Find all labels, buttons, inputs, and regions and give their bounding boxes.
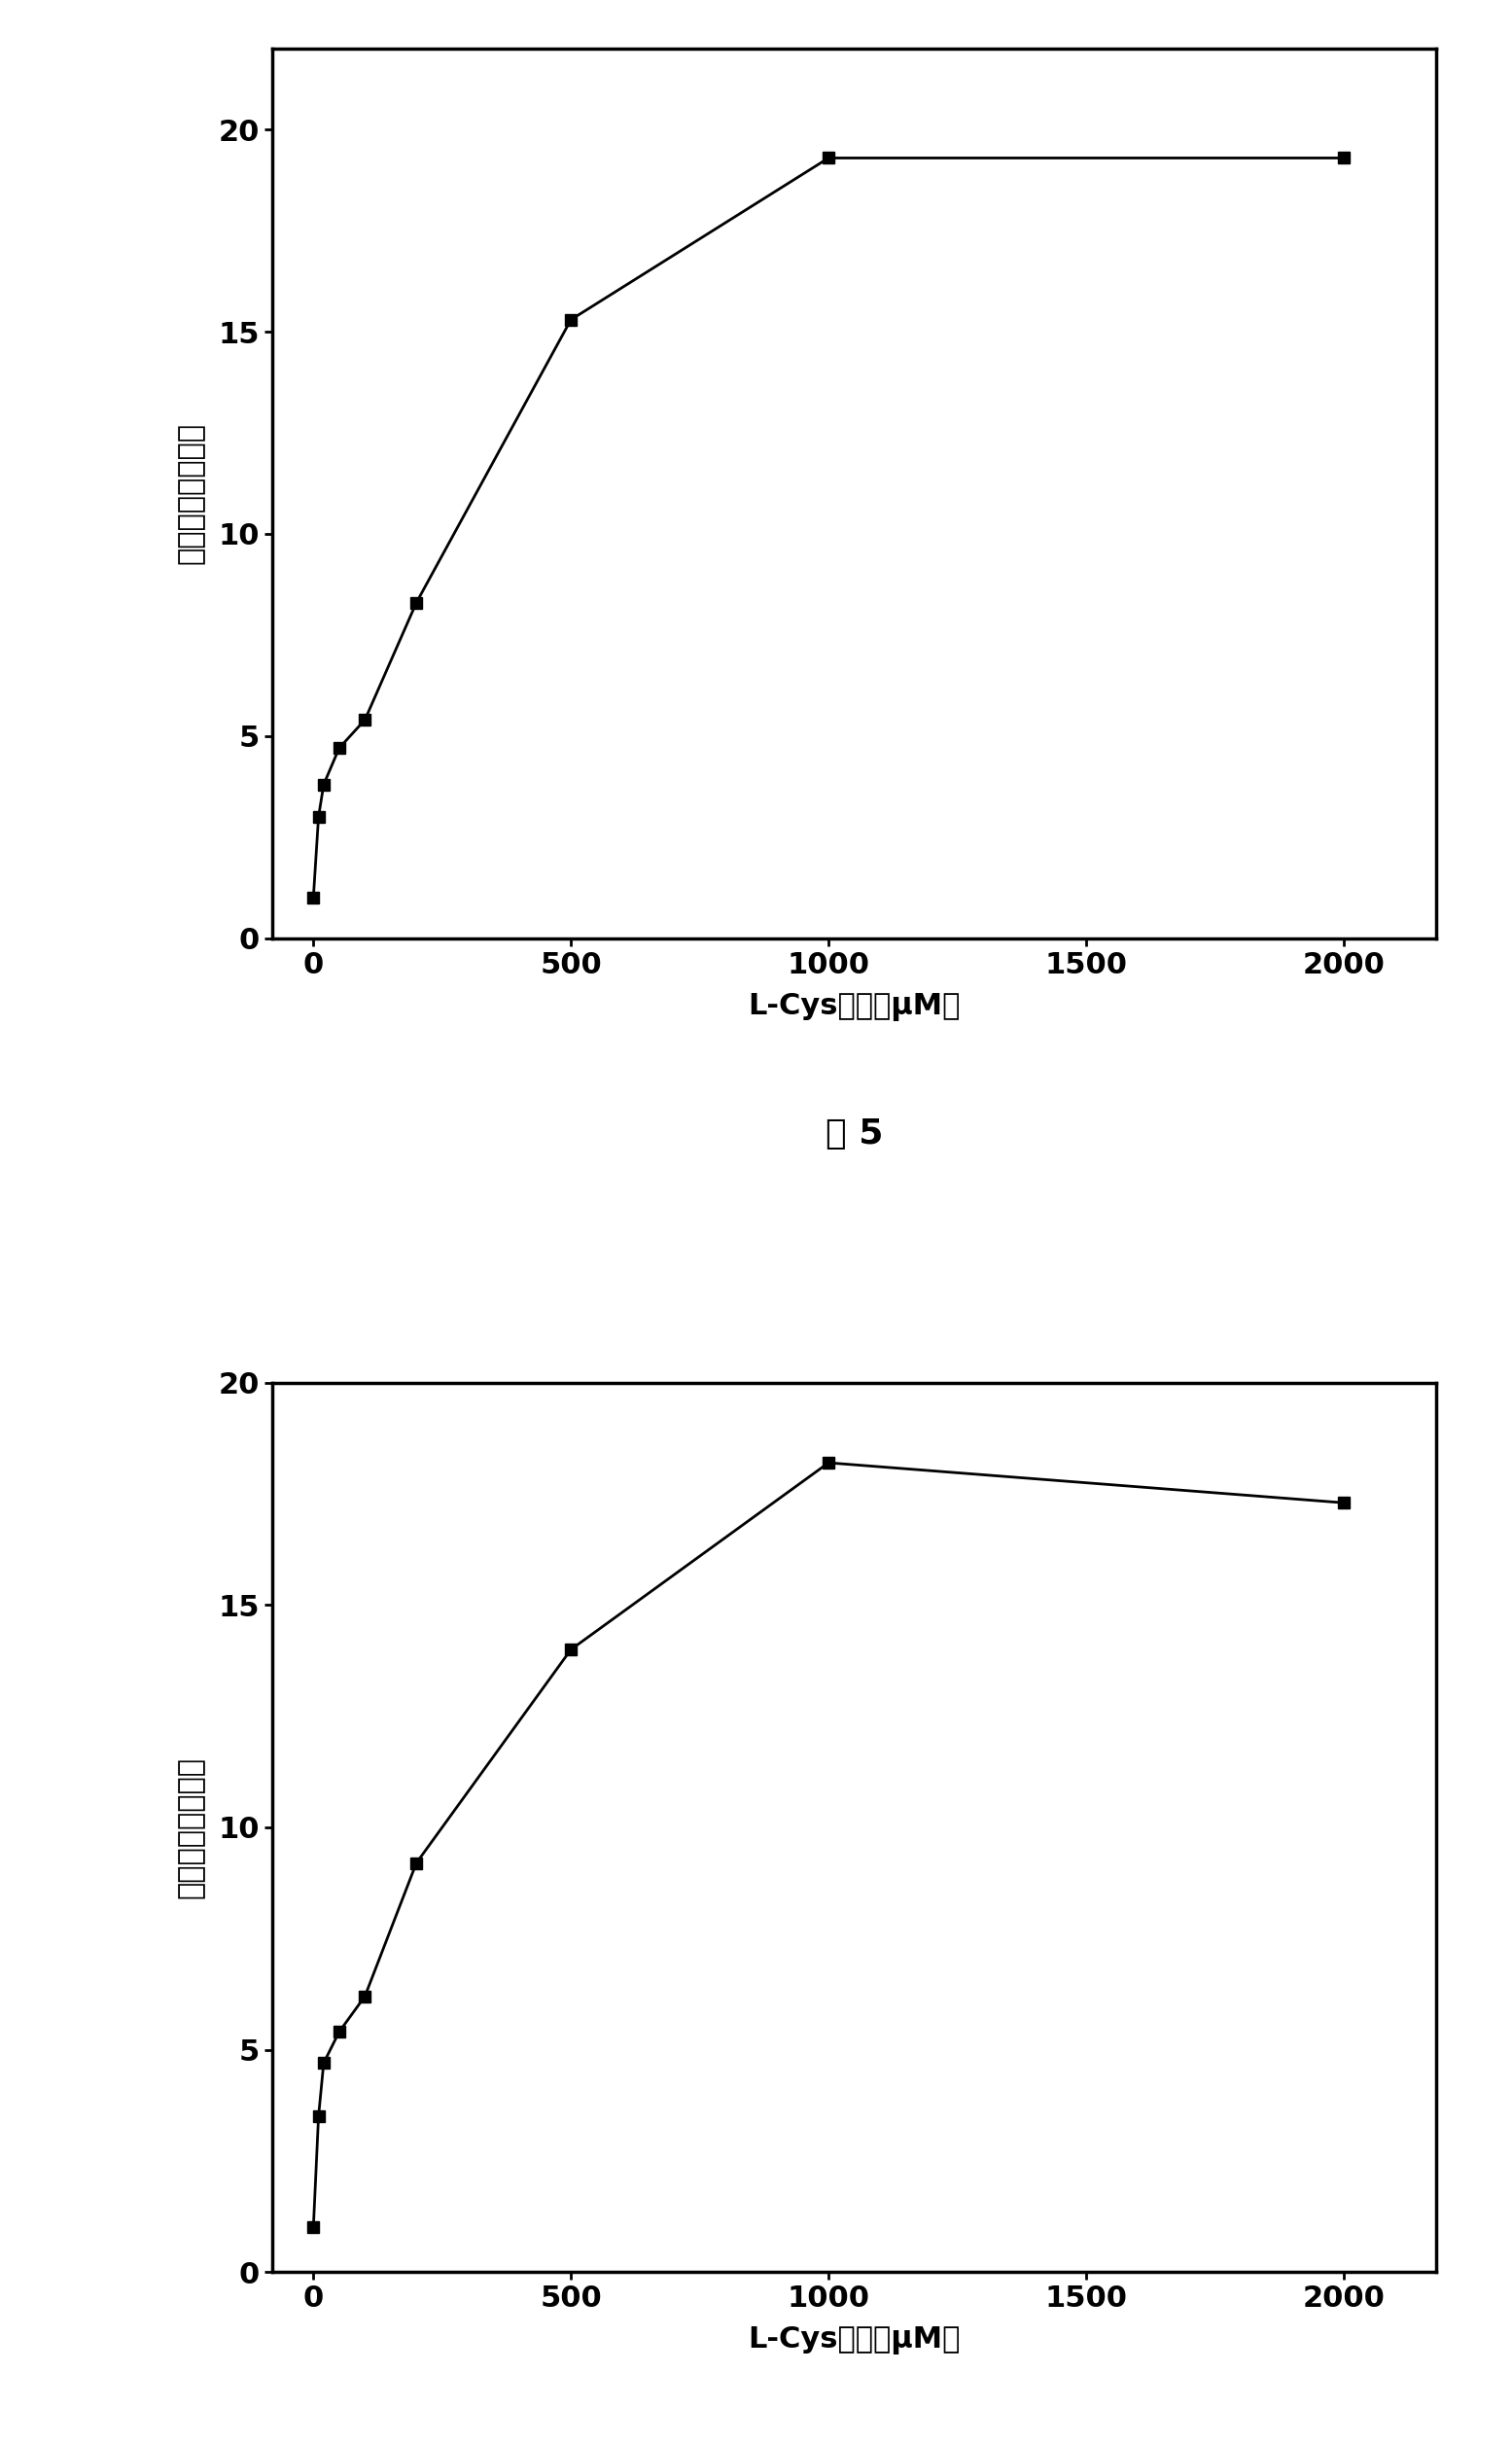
Text: 图 5: 图 5 bbox=[826, 1116, 883, 1151]
Y-axis label: 荧光强度增加倍数: 荧光强度增加倍数 bbox=[177, 423, 204, 564]
Y-axis label: 荧光强度增加倍数: 荧光强度增加倍数 bbox=[177, 1757, 204, 1898]
X-axis label: L-Cys浓度（μM）: L-Cys浓度（μM） bbox=[748, 2326, 960, 2355]
X-axis label: L-Cys浓度（μM）: L-Cys浓度（μM） bbox=[748, 992, 960, 1021]
